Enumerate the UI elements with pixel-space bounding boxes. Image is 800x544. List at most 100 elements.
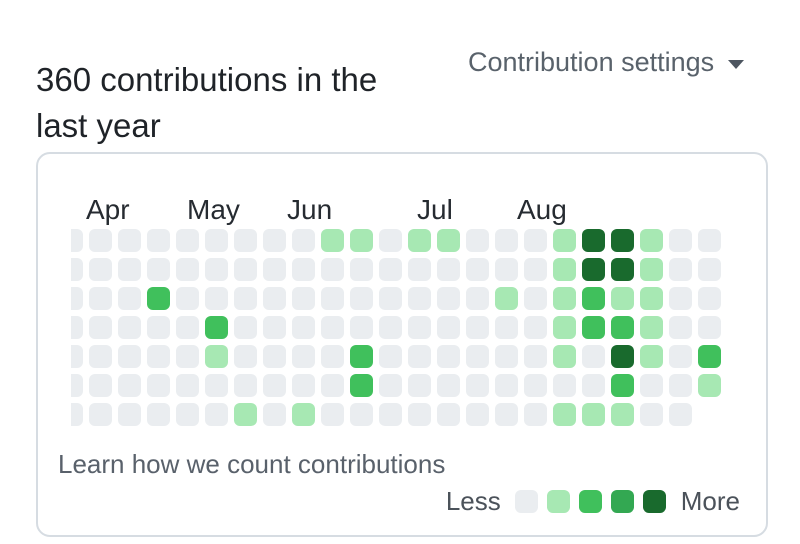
contribution-cell[interactable] bbox=[292, 229, 315, 252]
contribution-cell[interactable] bbox=[205, 316, 228, 339]
contribution-cell[interactable] bbox=[292, 287, 315, 310]
contribution-cell[interactable] bbox=[466, 258, 489, 281]
contribution-cell[interactable] bbox=[611, 229, 634, 252]
contribution-cell[interactable] bbox=[611, 316, 634, 339]
contribution-cell[interactable] bbox=[205, 258, 228, 281]
contribution-cell[interactable] bbox=[89, 258, 112, 281]
contribution-cell[interactable] bbox=[321, 403, 344, 426]
contribution-cell[interactable] bbox=[379, 403, 402, 426]
contribution-cell[interactable] bbox=[379, 374, 402, 397]
contribution-cell[interactable] bbox=[205, 287, 228, 310]
contribution-cell[interactable] bbox=[147, 316, 170, 339]
contribution-cell[interactable] bbox=[408, 229, 431, 252]
contribution-cell[interactable] bbox=[524, 258, 547, 281]
contribution-cell[interactable] bbox=[408, 374, 431, 397]
contribution-cell[interactable] bbox=[437, 403, 460, 426]
contribution-cell[interactable] bbox=[118, 374, 141, 397]
contribution-cell[interactable] bbox=[524, 345, 547, 368]
contribution-cell[interactable] bbox=[698, 229, 721, 252]
contribution-cell[interactable] bbox=[71, 287, 83, 310]
contribution-cell[interactable] bbox=[669, 374, 692, 397]
contribution-cell[interactable] bbox=[89, 403, 112, 426]
contribution-cell[interactable] bbox=[321, 258, 344, 281]
contribution-cell[interactable] bbox=[292, 316, 315, 339]
contribution-cell[interactable] bbox=[466, 345, 489, 368]
contribution-cell[interactable] bbox=[437, 229, 460, 252]
contribution-cell[interactable] bbox=[524, 287, 547, 310]
contribution-cell[interactable] bbox=[698, 316, 721, 339]
contribution-cell[interactable] bbox=[350, 403, 373, 426]
contribution-cell[interactable] bbox=[495, 345, 518, 368]
contribution-cell[interactable] bbox=[292, 374, 315, 397]
contribution-cell[interactable] bbox=[263, 403, 286, 426]
contribution-cell[interactable] bbox=[234, 403, 257, 426]
contribution-cell[interactable] bbox=[205, 345, 228, 368]
contribution-cell[interactable] bbox=[611, 403, 634, 426]
contribution-cell[interactable] bbox=[147, 287, 170, 310]
contribution-cell[interactable] bbox=[408, 258, 431, 281]
contribution-cell[interactable] bbox=[350, 374, 373, 397]
contribution-cell[interactable] bbox=[263, 374, 286, 397]
contribution-cell[interactable] bbox=[408, 403, 431, 426]
contribution-cell[interactable] bbox=[71, 229, 83, 252]
contribution-cell[interactable] bbox=[640, 229, 663, 252]
contribution-cell[interactable] bbox=[263, 258, 286, 281]
contribution-cell[interactable] bbox=[640, 345, 663, 368]
contribution-cell[interactable] bbox=[611, 374, 634, 397]
contribution-cell[interactable] bbox=[640, 316, 663, 339]
contribution-cell[interactable] bbox=[118, 287, 141, 310]
contribution-cell[interactable] bbox=[176, 345, 199, 368]
contribution-cell[interactable] bbox=[321, 287, 344, 310]
contribution-cell[interactable] bbox=[524, 403, 547, 426]
contribution-cell[interactable] bbox=[176, 403, 199, 426]
contribution-cell[interactable] bbox=[89, 374, 112, 397]
contribution-cell[interactable] bbox=[234, 374, 257, 397]
contribution-cell[interactable] bbox=[698, 287, 721, 310]
contribution-cell[interactable] bbox=[524, 229, 547, 252]
contribution-cell[interactable] bbox=[524, 316, 547, 339]
contribution-cell[interactable] bbox=[147, 345, 170, 368]
contribution-cell[interactable] bbox=[234, 258, 257, 281]
contribution-cell[interactable] bbox=[408, 345, 431, 368]
contribution-cell[interactable] bbox=[582, 316, 605, 339]
contribution-cell[interactable] bbox=[147, 374, 170, 397]
contribution-settings-button[interactable]: Contribution settings bbox=[468, 47, 745, 78]
contribution-cell[interactable] bbox=[466, 403, 489, 426]
contribution-cell[interactable] bbox=[71, 258, 83, 281]
contribution-cell[interactable] bbox=[89, 345, 112, 368]
contribution-cell[interactable] bbox=[582, 345, 605, 368]
contribution-cell[interactable] bbox=[147, 403, 170, 426]
contribution-cell[interactable] bbox=[437, 316, 460, 339]
contribution-cell[interactable] bbox=[205, 229, 228, 252]
contribution-cell[interactable] bbox=[71, 316, 83, 339]
contribution-cell[interactable] bbox=[350, 287, 373, 310]
contribution-cell[interactable] bbox=[234, 345, 257, 368]
contribution-cell[interactable] bbox=[611, 287, 634, 310]
contribution-cell[interactable] bbox=[350, 316, 373, 339]
contribution-cell[interactable] bbox=[553, 374, 576, 397]
contribution-cell[interactable] bbox=[379, 345, 402, 368]
contribution-cell[interactable] bbox=[524, 374, 547, 397]
contribution-cell[interactable] bbox=[640, 403, 663, 426]
contribution-cell[interactable] bbox=[582, 229, 605, 252]
contribution-cell[interactable] bbox=[698, 345, 721, 368]
contribution-cell[interactable] bbox=[176, 258, 199, 281]
contribution-cell[interactable] bbox=[495, 287, 518, 310]
contribution-cell[interactable] bbox=[698, 258, 721, 281]
contribution-cell[interactable] bbox=[176, 374, 199, 397]
contribution-cell[interactable] bbox=[234, 287, 257, 310]
contribution-cell[interactable] bbox=[89, 229, 112, 252]
contribution-cell[interactable] bbox=[669, 403, 692, 426]
contribution-cell[interactable] bbox=[437, 374, 460, 397]
contribution-cell[interactable] bbox=[379, 316, 402, 339]
contribution-cell[interactable] bbox=[669, 345, 692, 368]
contribution-cell[interactable] bbox=[321, 316, 344, 339]
contribution-cell[interactable] bbox=[71, 403, 83, 426]
contribution-cell[interactable] bbox=[408, 287, 431, 310]
learn-how-link[interactable]: Learn how we count contributions bbox=[58, 449, 446, 479]
contribution-cell[interactable] bbox=[321, 229, 344, 252]
contribution-cell[interactable] bbox=[292, 258, 315, 281]
contribution-cell[interactable] bbox=[553, 316, 576, 339]
contribution-cell[interactable] bbox=[669, 287, 692, 310]
contribution-cell[interactable] bbox=[466, 229, 489, 252]
